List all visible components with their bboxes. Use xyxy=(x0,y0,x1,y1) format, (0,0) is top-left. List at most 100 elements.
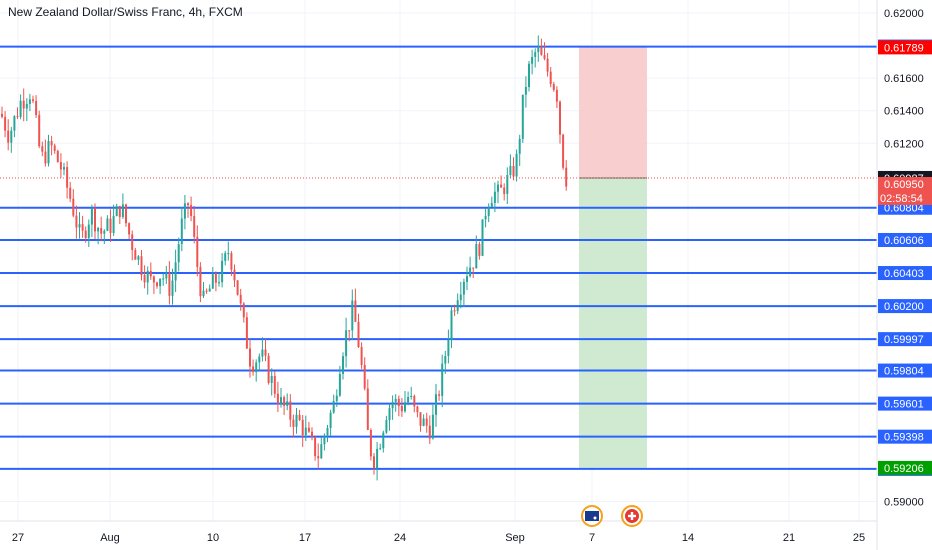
candle-body xyxy=(202,290,205,297)
candle-body xyxy=(230,253,233,270)
candle-body xyxy=(28,99,31,104)
candle-body xyxy=(87,224,90,239)
candle-body xyxy=(431,414,434,439)
candle-body xyxy=(500,184,503,188)
level-label-bg xyxy=(878,299,932,314)
take-profit-zone[interactable] xyxy=(579,177,647,468)
candle-body xyxy=(459,294,462,301)
candle-body xyxy=(224,253,227,261)
candle-body xyxy=(131,234,134,251)
candle-body xyxy=(13,116,16,131)
candle-body xyxy=(301,419,304,436)
x-tick-label: 21 xyxy=(783,532,795,544)
x-tick-label: 24 xyxy=(394,532,406,544)
candle-body xyxy=(255,362,258,373)
level-label: 0.60403 xyxy=(884,268,924,280)
candle-body xyxy=(4,116,7,131)
bid-tag-bg xyxy=(878,176,932,205)
horizontal-levels[interactable] xyxy=(0,45,877,470)
candle-body xyxy=(75,215,78,228)
x-tick-label: 10 xyxy=(207,532,219,544)
candle-body xyxy=(267,355,270,383)
candle-body xyxy=(276,393,279,404)
candle-body xyxy=(332,401,335,413)
candle-body xyxy=(289,401,292,420)
x-tick-label: 7 xyxy=(589,532,595,544)
candle-body xyxy=(391,402,394,409)
candle-body xyxy=(264,349,267,356)
candle-body xyxy=(342,356,344,374)
candle-body xyxy=(97,228,100,232)
candle-body xyxy=(174,262,177,281)
candle-body xyxy=(466,276,468,282)
candle-body xyxy=(438,394,441,396)
candle-body xyxy=(152,276,155,283)
candle-body xyxy=(50,141,53,146)
level-label: 0.59997 xyxy=(884,334,924,346)
bar-countdown: 02:58:54 xyxy=(880,193,923,205)
candle-body xyxy=(518,138,521,154)
candle-body xyxy=(1,113,3,117)
candle-body xyxy=(128,223,131,235)
candle-body xyxy=(41,146,44,152)
candle-body xyxy=(484,215,487,220)
candle-body xyxy=(323,435,326,445)
candle-body xyxy=(407,396,410,403)
candle-body xyxy=(559,101,561,135)
y-tick-label: 0.61400 xyxy=(884,106,924,118)
candle-body xyxy=(565,167,568,187)
candle-body xyxy=(311,431,313,438)
candle-body xyxy=(134,250,137,260)
chart-title: New Zealand Dollar/Swiss Franc, 4h, FXCM xyxy=(8,5,243,19)
candle-body xyxy=(360,347,363,365)
australia-flag-icon xyxy=(585,511,599,521)
candle-body xyxy=(69,187,72,199)
stop-loss-zone[interactable] xyxy=(579,47,647,178)
x-tick-label: 17 xyxy=(299,532,311,544)
candle-body xyxy=(314,437,317,457)
stop-price-tag: 0.61789 xyxy=(884,42,924,54)
candle-body xyxy=(357,321,360,348)
candle-body xyxy=(546,58,549,72)
candle-body xyxy=(394,398,397,403)
candle-body xyxy=(35,100,38,115)
candle-body xyxy=(38,114,41,147)
candle-body xyxy=(7,130,10,143)
candle-body xyxy=(78,224,81,228)
candle-body xyxy=(345,330,348,357)
candle-body xyxy=(304,427,307,436)
candle-body xyxy=(555,89,558,102)
candle-body xyxy=(329,412,332,428)
candle-body xyxy=(512,165,515,177)
candle-body xyxy=(211,273,214,289)
candle-body xyxy=(490,203,493,207)
candle-body xyxy=(109,218,112,233)
candle-body xyxy=(143,275,146,283)
candle-body xyxy=(450,310,453,340)
candle-body xyxy=(521,94,524,139)
candle-body xyxy=(531,56,534,64)
candle-body xyxy=(72,198,75,216)
candle-body xyxy=(10,130,13,143)
price-axis[interactable]: 0.62000 0.61600 0.61400 0.61200 0.59000 0.617… xyxy=(878,8,932,508)
level-label-bg xyxy=(878,332,932,347)
target-price-tag-bg xyxy=(878,460,932,475)
cross-v xyxy=(630,512,634,520)
candle-body xyxy=(425,418,428,426)
candle-body xyxy=(369,429,372,457)
candle-body xyxy=(53,145,56,151)
candle-body xyxy=(422,418,425,426)
candle-body xyxy=(317,456,320,459)
candle-body xyxy=(481,219,484,256)
time-axis[interactable]: 27 Aug 10 17 24 Sep 7 14 21 25 xyxy=(12,532,865,544)
x-tick-label: Sep xyxy=(505,532,525,544)
flag-star xyxy=(593,516,597,520)
candle-body xyxy=(112,215,115,233)
candle-body xyxy=(416,406,419,413)
candle-body xyxy=(66,167,69,188)
candle-body xyxy=(478,244,481,256)
candle-body xyxy=(562,134,565,168)
candle-body xyxy=(81,224,84,231)
